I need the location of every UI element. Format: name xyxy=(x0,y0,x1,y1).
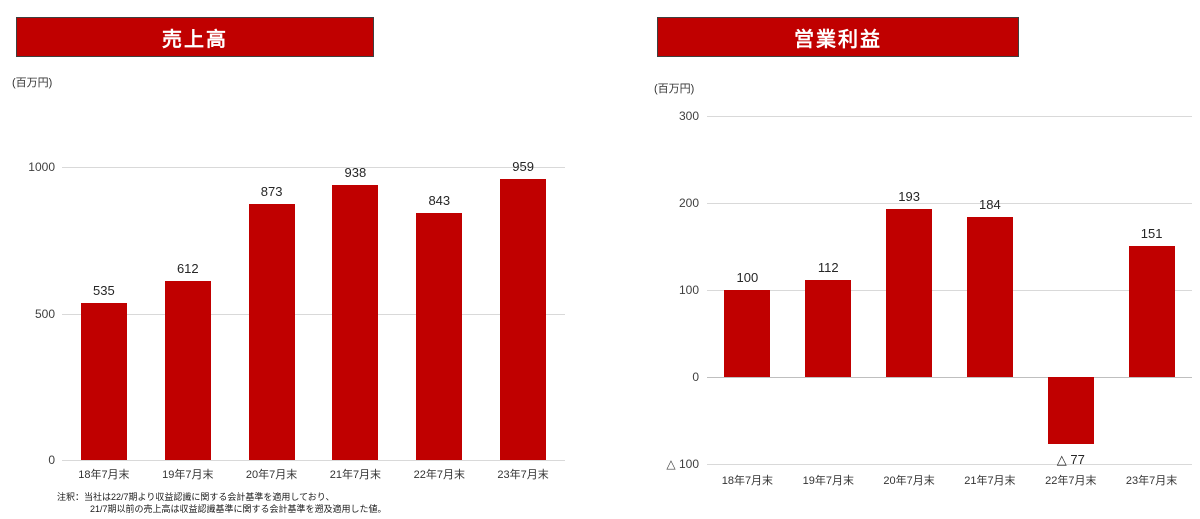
gridline xyxy=(707,203,1192,204)
y-axis-tick-label: △ 100 xyxy=(666,457,699,471)
footnote-line: 21/7期以前の売上高は収益認識基準に関する会計基準を遡及適用した値。 xyxy=(90,503,387,514)
x-axis-label: 18年7月末 xyxy=(721,475,774,487)
bar-value-label: 112 xyxy=(817,259,839,275)
bar-value-label: 612 xyxy=(176,260,199,276)
bar-value-label: 193 xyxy=(898,189,920,205)
bar xyxy=(332,185,379,460)
bar xyxy=(416,213,463,460)
x-axis-label: 19年7月末 xyxy=(802,475,854,487)
sales-chart-title: 売上高 xyxy=(162,28,228,51)
x-axis-label: 23年7月末 xyxy=(1125,475,1178,487)
y-axis-tick-label: 300 xyxy=(678,109,699,123)
bar-value-label: △ 77 xyxy=(1056,452,1085,467)
bar xyxy=(966,216,1013,377)
y-axis-tick-label: 0 xyxy=(692,370,699,384)
bar xyxy=(164,280,211,460)
gridline xyxy=(62,460,565,461)
bar xyxy=(248,204,295,460)
bar xyxy=(80,303,127,460)
bar xyxy=(724,290,771,377)
y-axis-tick-label: 500 xyxy=(34,306,55,321)
bar-value-label: 151 xyxy=(1140,225,1163,241)
x-axis-label: 22年7月末 xyxy=(1045,475,1097,487)
operating-profit-unit-label: (百万円) xyxy=(654,83,695,95)
bar-value-label: 959 xyxy=(512,159,534,174)
x-axis-label: 18年7月末 xyxy=(78,469,130,481)
operating-profit-chart-title: 営業利益 xyxy=(794,28,882,51)
bar-value-label: 843 xyxy=(428,193,451,208)
x-axis-label: 20年7月末 xyxy=(883,475,935,487)
x-axis-label: 21年7月末 xyxy=(964,475,1016,487)
gridline xyxy=(62,167,565,168)
gridline xyxy=(707,377,1192,378)
gridline xyxy=(707,290,1192,291)
bar xyxy=(805,279,852,377)
bar xyxy=(1128,245,1175,377)
bar-value-label: 184 xyxy=(979,196,1001,212)
footnote-line: 注釈：当社は22/7期より収益認識に関する会計基準を適用しており、 xyxy=(57,492,335,502)
operating-profit-title-banner: 営業利益 xyxy=(657,17,1019,57)
y-axis-tick-label: 200 xyxy=(678,196,699,210)
bar-value-label: 938 xyxy=(344,165,367,181)
bar-value-label: 100 xyxy=(736,270,759,285)
gridline xyxy=(62,313,565,315)
bar-value-label: 535 xyxy=(93,283,115,299)
x-axis-label: 22年7月末 xyxy=(413,469,465,481)
bar xyxy=(500,179,547,460)
y-axis-tick-label: 100 xyxy=(678,283,699,297)
sales-unit-label: (百万円) xyxy=(12,77,53,89)
gridline xyxy=(707,464,1192,465)
bar xyxy=(1047,377,1094,444)
x-axis-label: 23年7月末 xyxy=(497,469,549,481)
sales-chart-footnote: 注釈：当社は22/7期より収益認識に関する会計基準を適用しており、 21/7期以… xyxy=(57,492,387,515)
gridline xyxy=(707,116,1192,117)
sales-title-banner: 売上高 xyxy=(16,17,374,57)
bar xyxy=(886,209,933,377)
y-axis-tick-label: 1000 xyxy=(28,160,55,174)
bar-value-label: 873 xyxy=(260,184,283,200)
y-axis-tick-label: 0 xyxy=(48,453,55,467)
x-axis-label: 19年7月末 xyxy=(162,469,214,481)
x-axis-label: 21年7月末 xyxy=(329,469,382,481)
x-axis-label: 20年7月末 xyxy=(245,469,298,481)
